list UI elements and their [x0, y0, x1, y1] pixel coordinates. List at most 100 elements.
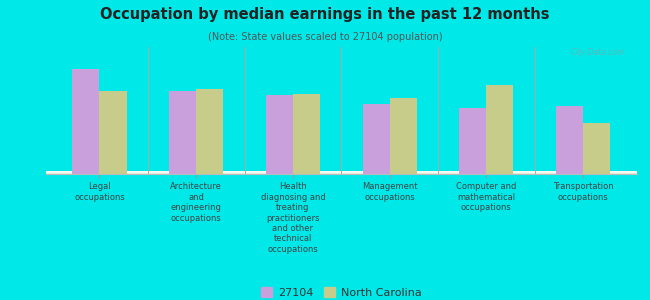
Bar	[46, 172, 637, 173]
Bar	[46, 172, 637, 174]
Bar	[46, 172, 637, 174]
Bar	[46, 173, 637, 174]
Bar	[46, 172, 637, 173]
Bar	[46, 172, 637, 173]
Bar	[46, 172, 637, 174]
Bar	[46, 172, 637, 173]
Bar	[46, 172, 637, 173]
Bar	[46, 172, 637, 173]
Bar	[46, 172, 637, 173]
Bar	[46, 172, 637, 174]
Bar	[46, 172, 637, 173]
Bar	[46, 172, 637, 173]
Bar	[46, 172, 637, 173]
Bar	[363, 104, 389, 174]
Bar	[46, 172, 637, 174]
Bar	[99, 91, 127, 174]
Bar	[46, 172, 637, 174]
Bar	[46, 172, 637, 173]
Legend: 27104, North Carolina: 27104, North Carolina	[257, 283, 426, 300]
Bar	[46, 172, 637, 174]
Bar	[46, 172, 637, 174]
Bar	[46, 172, 637, 174]
Bar	[46, 173, 637, 174]
Bar	[46, 173, 637, 174]
Bar	[46, 172, 637, 173]
Bar	[46, 172, 637, 173]
Bar	[46, 172, 637, 173]
Bar	[46, 172, 637, 173]
Bar	[46, 172, 637, 173]
Bar	[46, 172, 637, 173]
Bar	[46, 172, 637, 173]
Bar	[46, 172, 637, 173]
Bar	[583, 123, 610, 174]
Bar	[46, 172, 637, 173]
Bar	[46, 172, 637, 173]
Text: City-Data.com: City-Data.com	[571, 48, 625, 57]
Bar	[46, 172, 637, 173]
Bar	[46, 172, 637, 173]
Bar	[46, 172, 637, 174]
Bar	[389, 98, 417, 174]
Text: (Note: State values scaled to 27104 population): (Note: State values scaled to 27104 popu…	[208, 32, 442, 41]
Bar	[46, 172, 637, 174]
Bar	[46, 172, 637, 173]
Bar	[46, 172, 637, 173]
Bar	[46, 172, 637, 174]
Bar	[46, 172, 637, 173]
Bar	[46, 172, 637, 173]
Bar	[46, 172, 637, 173]
Bar	[46, 172, 637, 173]
Bar	[46, 172, 637, 173]
Bar	[46, 172, 637, 174]
Bar	[46, 172, 637, 173]
Bar	[46, 172, 637, 173]
Bar	[46, 172, 637, 174]
Bar	[196, 88, 223, 174]
Bar	[486, 85, 514, 174]
Bar	[293, 94, 320, 174]
Bar	[46, 172, 637, 174]
Bar	[46, 172, 637, 173]
Text: Occupation by median earnings in the past 12 months: Occupation by median earnings in the pas…	[100, 8, 550, 22]
Bar	[46, 172, 637, 173]
Bar	[46, 172, 637, 173]
Bar	[46, 172, 637, 173]
Bar	[169, 91, 196, 174]
Bar	[46, 172, 637, 174]
Bar	[46, 172, 637, 174]
Bar	[46, 172, 637, 173]
Bar	[556, 106, 583, 174]
Bar	[46, 172, 637, 174]
Bar	[46, 172, 637, 173]
Bar	[266, 95, 293, 174]
Bar	[46, 172, 637, 174]
Bar	[46, 172, 637, 173]
Bar	[46, 172, 637, 173]
Bar	[46, 172, 637, 173]
Bar	[46, 172, 637, 174]
Bar	[46, 172, 637, 174]
Bar	[46, 172, 637, 173]
Bar	[460, 108, 486, 174]
Bar	[46, 172, 637, 173]
Bar	[72, 69, 99, 174]
Bar	[46, 172, 637, 174]
Bar	[46, 173, 637, 174]
Bar	[46, 172, 637, 173]
Bar	[46, 172, 637, 173]
Bar	[46, 172, 637, 174]
Bar	[46, 172, 637, 173]
Bar	[46, 172, 637, 173]
Bar	[46, 172, 637, 174]
Bar	[46, 172, 637, 173]
Bar	[46, 172, 637, 174]
Bar	[46, 172, 637, 173]
Bar	[46, 172, 637, 173]
Bar	[46, 172, 637, 173]
Bar	[46, 172, 637, 174]
Bar	[46, 172, 637, 174]
Bar	[46, 172, 637, 173]
Bar	[46, 172, 637, 173]
